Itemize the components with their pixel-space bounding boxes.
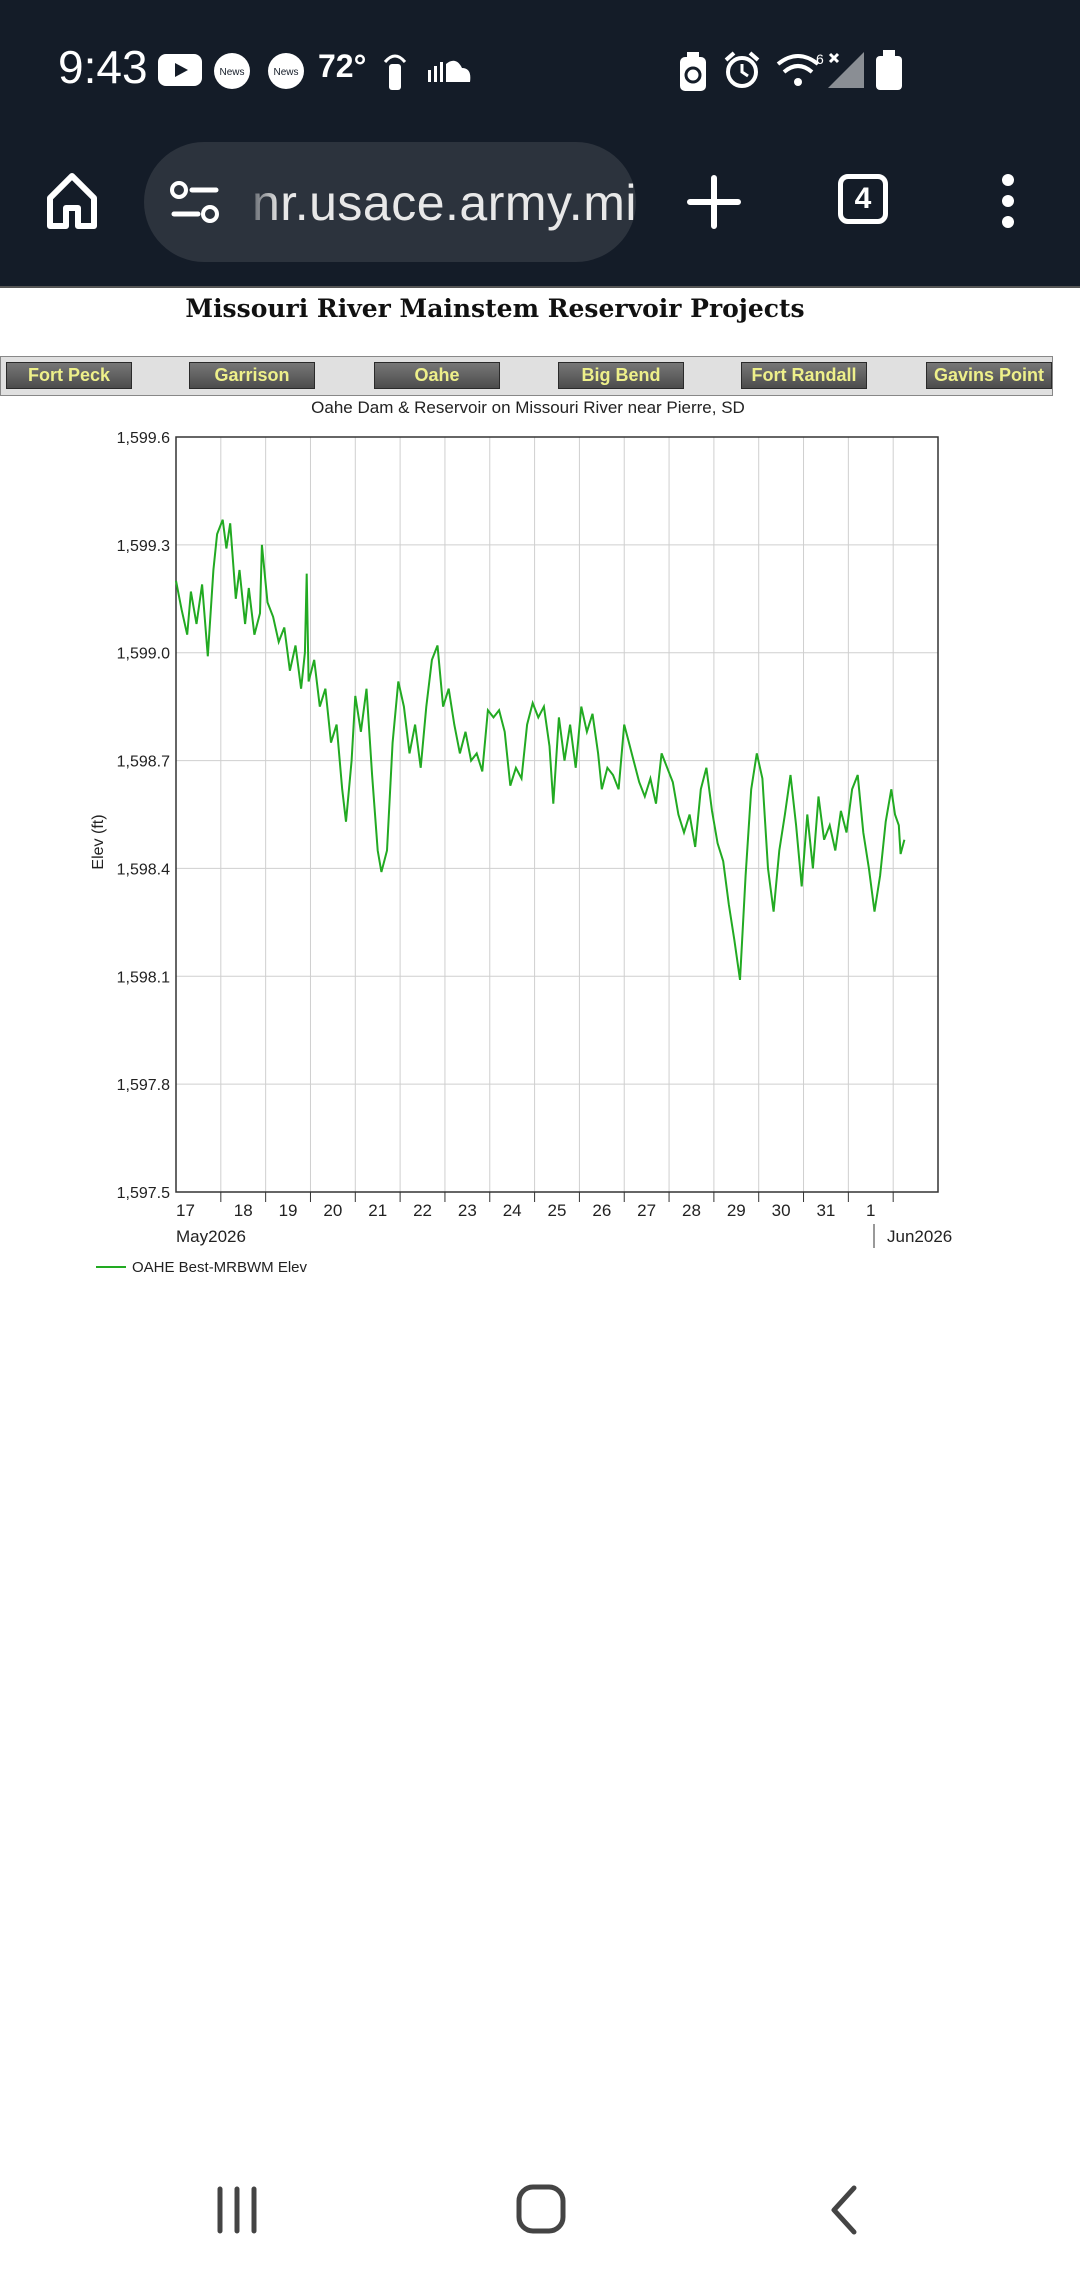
status-bar: 9:43 News News 72° 6 — [0, 0, 1080, 140]
soundcloud-icon — [428, 60, 471, 82]
x-tick-label: 31 — [816, 1201, 835, 1220]
x-tick-label: 19 — [279, 1201, 298, 1220]
x-axis: 17 18 19 20 21 22 23 24 25 26 27 28 29 30 31 1 — [176, 1192, 894, 1220]
news-icon: News — [214, 53, 250, 89]
page-title: Missouri River Mainstem Reservoir Projec… — [185, 294, 805, 323]
series-line-oahe-elev — [175, 519, 906, 981]
browser-toolbar: nr.usace.army.mil 4 — [0, 140, 1080, 288]
x-tick-label: 28 — [682, 1201, 701, 1220]
url-fade — [240, 142, 280, 262]
legend-label: OAHE Best-MRBWM Elev — [132, 1259, 308, 1276]
elevation-chart: 1,599.6 1,599.3 1,599.0 1,598.7 1,598.4 1,598… — [90, 430, 952, 1276]
y-tick-label: 1,599.3 — [117, 538, 170, 555]
x-tick-label: 24 — [503, 1201, 522, 1220]
y-tick-label: 1,597.5 — [117, 1185, 170, 1202]
svg-text:News: News — [219, 67, 244, 78]
x-tick-label: 1 — [866, 1201, 875, 1220]
news-icon: News — [268, 53, 304, 89]
y-axis: 1,599.6 1,599.3 1,599.0 1,598.7 1,598.4 1,598… — [117, 430, 170, 1202]
svg-text:6: 6 — [816, 51, 824, 67]
y-tick-label: 1,598.4 — [117, 861, 170, 878]
y-tick-label: 1,597.8 — [117, 1077, 170, 1094]
system-navigation-bar — [0, 2160, 1080, 2280]
url-text[interactable]: nr.usace.army.mil — [252, 175, 636, 231]
back-icon[interactable] — [824, 2182, 864, 2238]
more-menu-icon[interactable] — [994, 170, 1022, 232]
home-nav-icon[interactable] — [514, 2182, 568, 2236]
x-month-label-may: May2026 — [176, 1227, 246, 1246]
wifi-icon: 6 — [776, 51, 824, 86]
x-tick-label: 26 — [592, 1201, 611, 1220]
x-tick-label: 20 — [323, 1201, 342, 1220]
y-tick-label: 1,598.7 — [117, 754, 170, 771]
nav-garrison-button[interactable]: Garrison — [189, 362, 315, 389]
y-tick-label: 1,599.6 — [117, 430, 170, 447]
plot-frame — [175, 436, 939, 1193]
svg-text:News: News — [273, 67, 298, 78]
x-tick-label: 29 — [727, 1201, 746, 1220]
y-tick-label: 1,598.1 — [117, 969, 170, 986]
temperature: 72° — [318, 48, 367, 84]
battery-icon — [876, 50, 902, 90]
hotspot-icon — [383, 54, 407, 90]
address-bar[interactable]: nr.usace.army.mil — [144, 142, 636, 262]
signal-icon — [828, 52, 864, 88]
project-nav: Fort Peck Garrison Oahe Big Bend Fort Ra… — [0, 356, 1053, 396]
battery-saver-icon — [680, 52, 706, 91]
y-axis-label: Elev (ft) — [90, 814, 107, 869]
clock: 9:43 — [58, 41, 148, 93]
x-tick-label: 18 — [234, 1201, 253, 1220]
y-tick-label: 1,599.0 — [117, 646, 170, 663]
x-month-label-jun: Jun2026 — [887, 1227, 952, 1246]
nav-fort-randall-button[interactable]: Fort Randall — [741, 362, 867, 389]
chart-title: Oahe Dam & Reservoir on Missouri River n… — [311, 398, 745, 417]
youtube-icon — [158, 54, 202, 86]
x-tick-label: 17 — [176, 1201, 195, 1220]
new-tab-icon[interactable] — [686, 174, 742, 230]
nav-oahe-button[interactable]: Oahe — [374, 362, 500, 389]
x-tick-label: 27 — [637, 1201, 656, 1220]
chart-grid — [176, 436, 938, 1193]
x-tick-label: 21 — [368, 1201, 387, 1220]
nav-fort-peck-button[interactable]: Fort Peck — [6, 362, 132, 389]
x-tick-label: 30 — [772, 1201, 791, 1220]
site-settings-icon[interactable] — [170, 180, 220, 226]
nav-gavins-point-button[interactable]: Gavins Point — [926, 362, 1052, 389]
recent-apps-icon[interactable] — [212, 2185, 262, 2235]
tab-switcher-button[interactable]: 4 — [838, 174, 888, 224]
alarm-icon — [724, 51, 760, 88]
nav-big-bend-button[interactable]: Big Bend — [558, 362, 684, 389]
x-tick-label: 23 — [458, 1201, 477, 1220]
x-tick-label: 22 — [413, 1201, 432, 1220]
home-icon[interactable] — [42, 170, 102, 230]
x-tick-label: 25 — [548, 1201, 567, 1220]
